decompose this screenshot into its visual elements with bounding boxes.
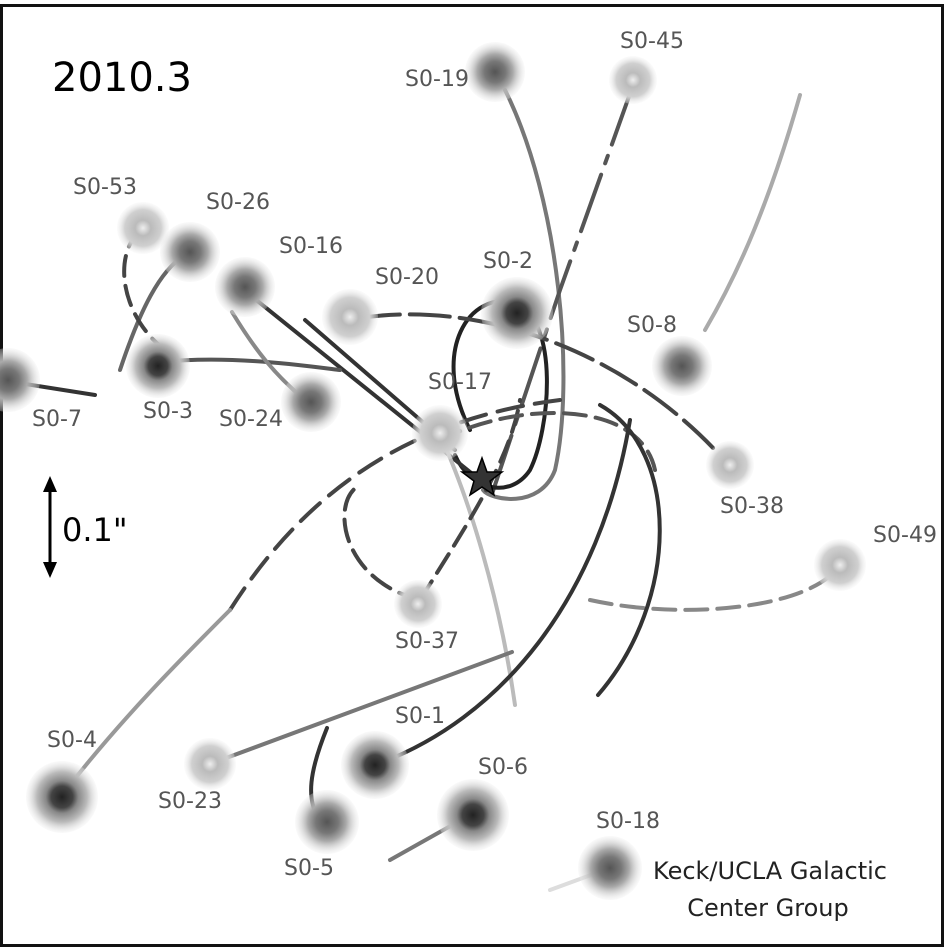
star	[160, 222, 220, 282]
arrow-head	[43, 562, 57, 578]
star-label: S0-2	[483, 249, 533, 274]
star	[706, 441, 754, 489]
orbit	[438, 411, 657, 472]
orbit	[373, 418, 632, 767]
star	[322, 289, 378, 345]
star-label: S0-23	[158, 789, 222, 814]
star-label: S0-17	[428, 370, 492, 395]
orbit	[342, 398, 522, 602]
star	[295, 790, 359, 854]
star-label: S0-37	[395, 629, 459, 654]
star	[126, 334, 190, 398]
star-label: S0-6	[478, 755, 528, 780]
star-label: S0-49	[873, 523, 937, 548]
orbit	[488, 86, 634, 502]
star	[814, 539, 866, 591]
orbit	[228, 398, 562, 612]
orbit	[451, 299, 549, 490]
sgr-a-star	[459, 455, 505, 497]
star-label: S0-7	[32, 407, 82, 432]
stars	[0, 42, 866, 900]
star	[578, 836, 642, 900]
star-label: S0-18	[596, 809, 660, 834]
star-label: S0-38	[720, 494, 784, 519]
star	[465, 42, 525, 102]
star-label: S0-4	[47, 728, 97, 753]
star	[341, 731, 409, 799]
credit: Center Group	[687, 894, 848, 922]
orbit	[358, 312, 717, 452]
star-label: S0-19	[405, 67, 469, 92]
star	[281, 372, 341, 432]
star-label: S0-3	[143, 399, 193, 424]
star-label: S0-1	[395, 704, 445, 729]
star-label: S0-8	[627, 313, 677, 338]
star	[412, 405, 468, 461]
orbit	[208, 650, 514, 766]
star-label: S0-26	[206, 190, 270, 215]
star-label: S0-53	[73, 175, 137, 200]
star	[652, 336, 712, 396]
star	[609, 56, 657, 104]
star	[0, 348, 40, 412]
labels: S0-19 S0-45 S0-53 S0-26 S0-16 S0-20 S0-2…	[32, 29, 937, 881]
star-label: S0-45	[620, 29, 684, 54]
arrow-head	[43, 476, 57, 492]
star	[481, 277, 553, 349]
star	[394, 580, 442, 628]
star-label: S0-16	[279, 234, 343, 259]
epoch: 2010.3	[52, 55, 192, 101]
star	[26, 761, 98, 833]
orbit	[703, 93, 802, 332]
star	[215, 257, 275, 317]
star	[184, 738, 236, 790]
star-label: S0-5	[284, 856, 334, 881]
scale-label: 0.1"	[62, 511, 128, 549]
orbit	[481, 88, 566, 501]
orbit	[438, 433, 517, 707]
credit: Keck/UCLA Galactic	[653, 857, 887, 885]
orbit	[596, 403, 662, 697]
orbit	[60, 608, 232, 797]
star	[117, 202, 169, 254]
scale-bar: 0.1"	[43, 476, 128, 578]
star-label: S0-20	[375, 265, 439, 290]
star-label: S0-24	[219, 407, 283, 432]
star	[437, 779, 509, 851]
